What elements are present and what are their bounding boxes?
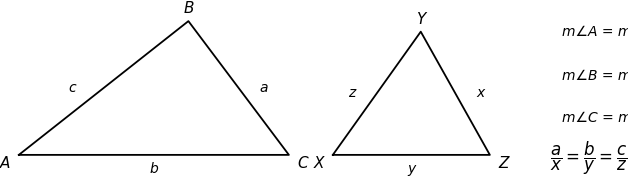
- Text: m∠C = m∠Z: m∠C = m∠Z: [562, 111, 628, 125]
- Text: x: x: [476, 86, 485, 100]
- Text: X: X: [314, 156, 324, 171]
- Text: $\dfrac{a}{x} = \dfrac{b}{y} = \dfrac{c}{z}$: $\dfrac{a}{x} = \dfrac{b}{y} = \dfrac{c}…: [550, 140, 627, 176]
- Text: y: y: [407, 162, 416, 176]
- Text: z: z: [348, 86, 355, 100]
- Text: m∠B = m∠Y: m∠B = m∠Y: [562, 69, 628, 83]
- Text: A: A: [0, 156, 10, 171]
- Text: m∠A = m∠X: m∠A = m∠X: [562, 25, 628, 39]
- Text: Z: Z: [499, 156, 509, 171]
- Text: C: C: [298, 156, 308, 171]
- Text: B: B: [183, 1, 193, 16]
- Text: b: b: [149, 162, 158, 176]
- Text: a: a: [259, 81, 268, 95]
- Text: Y: Y: [416, 12, 425, 27]
- Text: c: c: [68, 81, 76, 95]
